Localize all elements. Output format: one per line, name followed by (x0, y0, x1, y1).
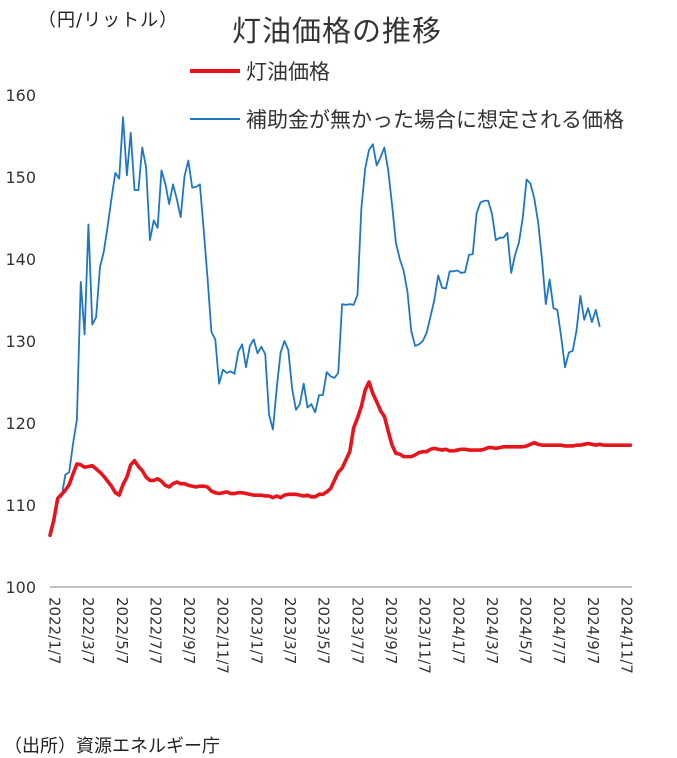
x-tick-label: 2023/9/7 (382, 597, 400, 664)
x-tick-label: 2024/7/7 (550, 597, 568, 664)
x-tick-label: 2024/1/7 (449, 597, 467, 664)
x-tick-label: 2024/5/7 (517, 597, 535, 664)
series-layer (48, 116, 633, 538)
y-tick-label: 160 (5, 86, 36, 105)
y-tick-label: 120 (5, 414, 36, 433)
x-tick-label: 2022/9/7 (180, 597, 198, 664)
legend-item-no-subsidy: 補助金が無かった場合に想定される価格 (190, 104, 624, 134)
y-tick-label: 100 (5, 578, 36, 597)
legend-swatch-blue (190, 118, 240, 120)
x-tick-label: 2024/3/7 (483, 597, 501, 664)
x-tick-label: 2022/7/7 (146, 597, 164, 664)
x-tick-label: 2023/3/7 (281, 597, 299, 664)
x-tick-label: 2022/11/7 (214, 597, 232, 674)
legend-item-kerosene: 灯油価格 (190, 56, 330, 86)
y-axis: 100 110 120 130 140 150 160 (5, 86, 36, 597)
x-axis: 2022/1/7 2022/3/7 2022/5/7 2022/7/7 2022/9/7… (46, 586, 636, 674)
unit-label: （円/リットル） (38, 10, 179, 31)
y-tick-label: 140 (5, 250, 36, 269)
x-tick-label: 2022/5/7 (113, 597, 131, 664)
legend-label-no-subsidy: 補助金が無かった場合に想定される価格 (246, 108, 624, 132)
y-tick-label: 110 (5, 496, 36, 515)
x-tick-label: 2024/11/7 (618, 597, 636, 674)
x-tick-label: 2022/3/7 (79, 597, 97, 664)
series-line-no-subsidy (60, 116, 601, 498)
legend-label-kerosene: 灯油価格 (246, 60, 330, 84)
x-tick-label: 2023/11/7 (416, 597, 434, 674)
x-tick-label: 2023/1/7 (247, 597, 265, 664)
x-tick-label: 2024/9/7 (584, 597, 602, 664)
source-note: （出所）資源エネルギー庁 (4, 736, 220, 757)
x-tick-label: 2022/1/7 (46, 597, 64, 664)
y-tick-label: 150 (5, 168, 36, 187)
chart-title: 灯油価格の推移 (232, 14, 443, 48)
x-tick-label: 2023/5/7 (315, 597, 333, 664)
legend-swatch-red (190, 69, 240, 73)
x-tick-label: 2023/7/7 (348, 597, 366, 664)
series-line-kerosene (48, 380, 633, 538)
y-tick-label: 130 (5, 332, 36, 351)
